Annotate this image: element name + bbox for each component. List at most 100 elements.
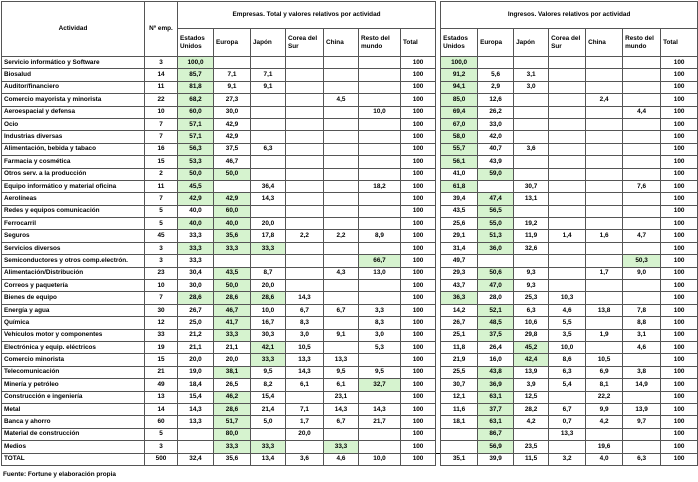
cell: 52,1 — [477, 303, 515, 318]
cell — [250, 167, 286, 181]
cell: 21,9 — [440, 353, 479, 367]
cell — [358, 93, 401, 107]
cell: 33,3 — [213, 328, 251, 343]
cell: 0,7 — [548, 415, 587, 429]
cell: 6,7 — [285, 303, 324, 318]
cell: 3,1 — [513, 68, 550, 82]
cell — [358, 192, 401, 206]
column-header: Europa — [213, 28, 251, 57]
cell: 56,9 — [477, 440, 515, 454]
cell: 11 — [144, 179, 178, 194]
row-label: Comercio mayorista y minorista — [1, 93, 145, 107]
cell: 91,2 — [440, 68, 479, 82]
cell — [358, 291, 401, 305]
cell: 3,0 — [285, 328, 324, 343]
cell: 7,1 — [213, 68, 251, 82]
cell: 1,9 — [585, 328, 624, 343]
cell: 7 — [144, 130, 178, 144]
cell: 100 — [660, 179, 698, 194]
cell: 100 — [660, 254, 698, 268]
cell — [285, 266, 324, 281]
cell: 28,6 — [213, 291, 251, 305]
cell — [585, 105, 624, 119]
cell: 9,0 — [622, 266, 662, 281]
cell: 30,0 — [213, 105, 251, 119]
table-row: Aerolíneas 7 42,9 42,9 14,3 100 39,4 47,4 13,1 10… — [1, 192, 698, 206]
cell — [177, 440, 214, 454]
cell: 10 — [144, 279, 178, 293]
cell: 27,3 — [213, 93, 251, 107]
cell: 100 — [660, 117, 698, 132]
cell — [323, 105, 359, 119]
cell — [622, 440, 662, 454]
data-table: Actividad Nº emp. Empresas. Total y valore… — [1, 1, 698, 466]
cell: 20,0 — [285, 427, 324, 442]
cell: 28,6 — [213, 402, 251, 417]
cell — [548, 117, 587, 132]
table-row: Energía y agua 30 26,7 46,7 10,0 6,7 6,7 3,3 100… — [1, 303, 698, 318]
cell: 23 — [144, 266, 178, 281]
cell — [585, 130, 624, 144]
cell: 8,3 — [285, 316, 324, 330]
cell: 4,6 — [323, 452, 359, 466]
cell — [477, 55, 515, 70]
cell — [358, 142, 401, 157]
cell: 100 — [660, 390, 698, 404]
row-label: Telecomunicación — [1, 365, 145, 380]
cell: 32,6 — [513, 241, 550, 256]
cell: 14,3 — [177, 402, 214, 417]
cell — [285, 105, 324, 119]
table-row: Correos y paquetería 10 30,0 50,0 20,0 100 43,… — [1, 279, 698, 293]
cell: 100 — [399, 316, 437, 330]
table-row: Medios 3 33,3 33,3 33,3 100 56,9 23,5 19,6 100 — [1, 440, 698, 454]
cell: 14,3 — [285, 365, 324, 380]
cell — [358, 155, 401, 169]
row-label: Metal — [1, 402, 145, 417]
cell — [323, 55, 359, 70]
cell — [250, 117, 286, 132]
cell: 100 — [399, 155, 437, 169]
column-header: Total — [660, 28, 698, 57]
cell: 25,1 — [440, 328, 479, 343]
cell: 7,1 — [285, 402, 324, 417]
cell: 5,5 — [548, 316, 587, 330]
cell — [622, 353, 662, 367]
cell: 42,9 — [213, 130, 251, 144]
cell: 100 — [399, 328, 437, 343]
cell — [285, 142, 324, 157]
cell: 32,4 — [177, 452, 214, 466]
cell: 57,1 — [177, 117, 214, 132]
cell: 28,2 — [513, 402, 550, 417]
column-header: Actividad — [1, 1, 145, 57]
cell — [585, 155, 624, 169]
cell — [323, 80, 359, 95]
cell: 2,4 — [585, 93, 624, 107]
column-header: Corea del Sur — [285, 28, 324, 57]
cell: 3,9 — [513, 378, 550, 392]
cell — [323, 241, 359, 256]
cell — [358, 80, 401, 95]
cell: 49 — [144, 378, 178, 392]
cell: 3,8 — [622, 365, 662, 380]
row-label: Química — [1, 316, 145, 330]
column-header: Japón — [513, 28, 550, 57]
header-row: Actividad Nº emp. Empresas. Total y valore… — [1, 1, 698, 57]
cell — [323, 130, 359, 144]
cell: 25,5 — [440, 365, 479, 380]
cell: 50,6 — [477, 266, 515, 281]
cell: 94,1 — [440, 80, 479, 95]
cell: 36,3 — [440, 291, 479, 305]
cell: 100 — [660, 167, 698, 181]
cell — [548, 155, 587, 169]
cell — [285, 192, 324, 206]
cell: 30,7 — [513, 179, 550, 194]
cell: 6,1 — [285, 378, 324, 392]
table-row: Electrónica y equip. eléctricos 19 21,1 21,… — [1, 340, 698, 355]
row-label: Auditor/financiero — [1, 80, 145, 95]
cell: 30,0 — [177, 279, 214, 293]
cell: 21,1 — [213, 340, 251, 355]
table-row: Seguros 45 33,3 35,6 17,8 2,2 2,2 8,9 100 29,1 51,… — [1, 229, 698, 243]
cell: 100 — [660, 105, 698, 119]
cell: 10,5 — [285, 340, 324, 355]
cell: 43,5 — [440, 204, 479, 219]
